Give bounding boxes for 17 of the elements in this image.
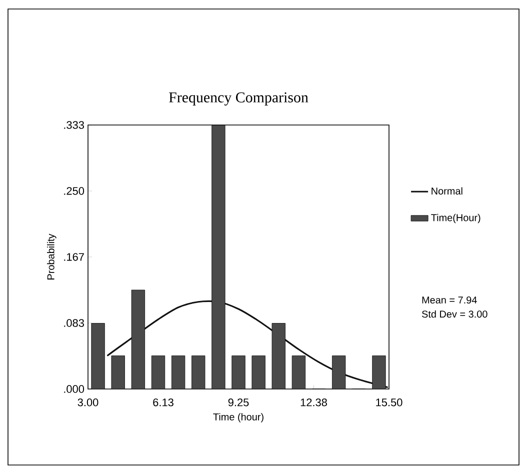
- y-tick-label: .333: [64, 121, 84, 129]
- text: Mean = 7.94: [422, 296, 477, 304]
- x-tick-label: 15.50: [376, 398, 402, 406]
- x-tick-label: 3.00: [78, 398, 98, 406]
- y-tick-label: .000: [64, 385, 84, 393]
- x-tick-label: 12.38: [300, 398, 327, 406]
- chart-title: Frequency Comparison: [169, 92, 308, 106]
- legend-label: Normal: [432, 187, 462, 195]
- y-tick-label: .250: [64, 187, 84, 195]
- text: Std Dev = 3.00: [422, 310, 488, 318]
- x-axis-title: Time (hour): [213, 413, 264, 422]
- legend-label: Time(Hour): [431, 214, 480, 224]
- y-tick-label: .167: [64, 253, 84, 261]
- y-tick-label: .083: [64, 319, 84, 327]
- y-axis-title: Probability: [47, 234, 56, 280]
- x-tick-label: 6.13: [153, 398, 174, 406]
- x-tick-label: 9.25: [228, 398, 249, 406]
